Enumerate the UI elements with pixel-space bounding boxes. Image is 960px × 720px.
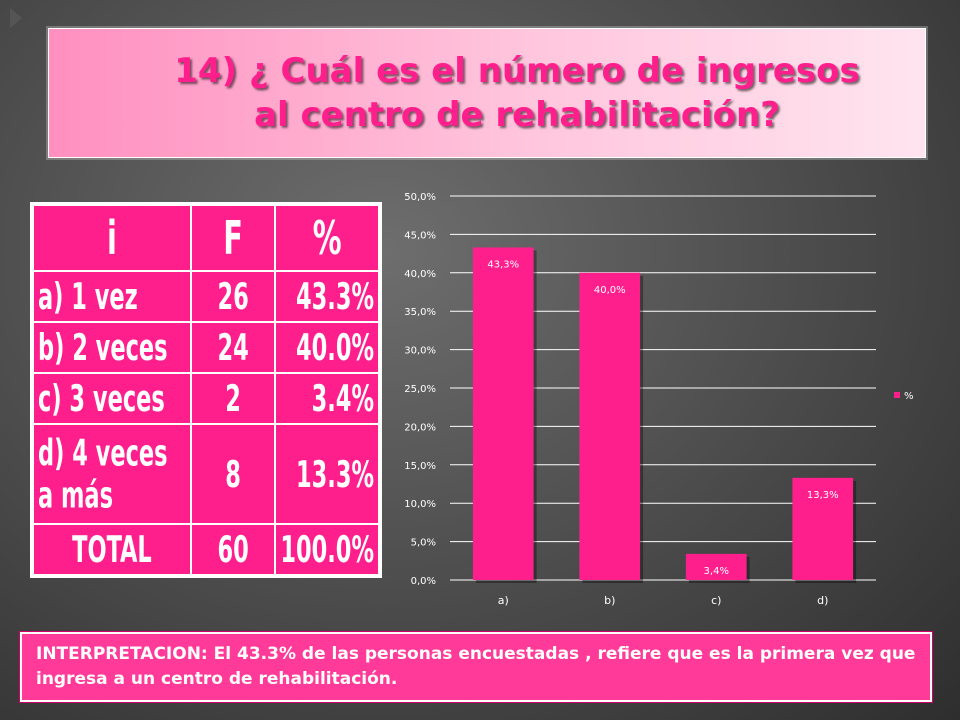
table-cell-percent: 3.4% [276,374,378,424]
title-banner: 14) ¿ Cuál es el número de ingresos al c… [48,28,926,158]
table-row: a) 1 vez 26 43.3% [34,272,378,322]
bar-chart-panel: 0,0% 5,0% 10,0% 15,0% 20,0% 25,0% 30,0% 35,0% 40… [388,178,930,610]
y-tick-label: 50,0% [404,192,436,203]
bar [472,247,534,580]
y-tick-label: 20,0% [404,422,436,433]
table-cell-label: TOTAL [34,525,190,574]
interpretation-text: INTERPRETACION: El 43.3% de las personas… [36,644,916,689]
table-row: b) 2 veces 24 40.0% [34,323,378,373]
table-cell-frequency: 26 [191,272,275,322]
legend-swatch [894,392,900,398]
data-label: 3,4% [704,566,729,577]
y-tick-label: 15,0% [404,461,436,472]
table-total-row: TOTAL 60 100.0% [34,525,378,574]
y-tick-label: 0,0% [411,576,436,587]
table-cell-percent: 40.0% [276,323,378,373]
y-tick-label: 5,0% [411,538,436,549]
legend-label: % [904,391,914,402]
x-tick-label: c) [711,594,721,607]
y-tick-label: 10,0% [404,499,436,510]
header-cell-i: i [34,206,190,271]
slide-title: 14) ¿ Cuál es el número de ingresos al c… [174,51,860,135]
bar [685,553,747,580]
y-tick-label: 25,0% [404,384,436,395]
table-cell-percent: 43.3% [276,272,378,322]
table-cell-label: a) 1 vez [34,272,190,322]
y-tick-label: 30,0% [404,346,436,357]
bar [579,272,641,580]
data-label: 13,3% [807,490,839,501]
interpretation-box: INTERPRETACION: El 43.3% de las personas… [20,632,932,702]
x-tick-label: d) [817,594,828,607]
slide-bullet-icon [10,8,22,28]
header-cell-percent: % [276,206,378,271]
data-label: 43,3% [487,259,519,270]
y-tick-label: 35,0% [404,307,436,318]
x-tick-label: a) [498,594,509,607]
bar-chart: 0,0% 5,0% 10,0% 15,0% 20,0% 25,0% 30,0% 35,0% 40… [404,192,914,607]
table-cell-percent: 13.3% [276,425,378,523]
table-cell-frequency: 8 [191,425,275,523]
frequency-table: i F % a) 1 vez 26 43.3% b) 2 veces 24 40… [32,204,380,576]
y-tick-label: 45,0% [404,230,436,241]
y-tick-label: 40,0% [404,269,436,280]
table-row: c) 3 veces 2 3.4% [34,374,378,424]
table-cell-label: b) 2 veces [34,323,190,373]
header-cell-f: F [191,206,275,271]
table-cell-frequency: 60 [191,525,275,574]
table-cell-frequency: 2 [191,374,275,424]
data-label: 40,0% [594,285,626,296]
frequency-table-container: i F % a) 1 vez 26 43.3% b) 2 veces 24 40… [30,202,382,578]
table-cell-frequency: 24 [191,323,275,373]
table-row: d) 4 veces a más 8 13.3% [34,425,378,523]
table-cell-label: c) 3 veces [34,374,190,424]
bar [792,477,854,580]
table-cell-label: d) 4 veces a más [34,425,190,523]
x-tick-label: b) [604,594,615,607]
table-cell-percent: 100.0% [276,525,378,574]
table-header-row: i F % [34,206,378,271]
